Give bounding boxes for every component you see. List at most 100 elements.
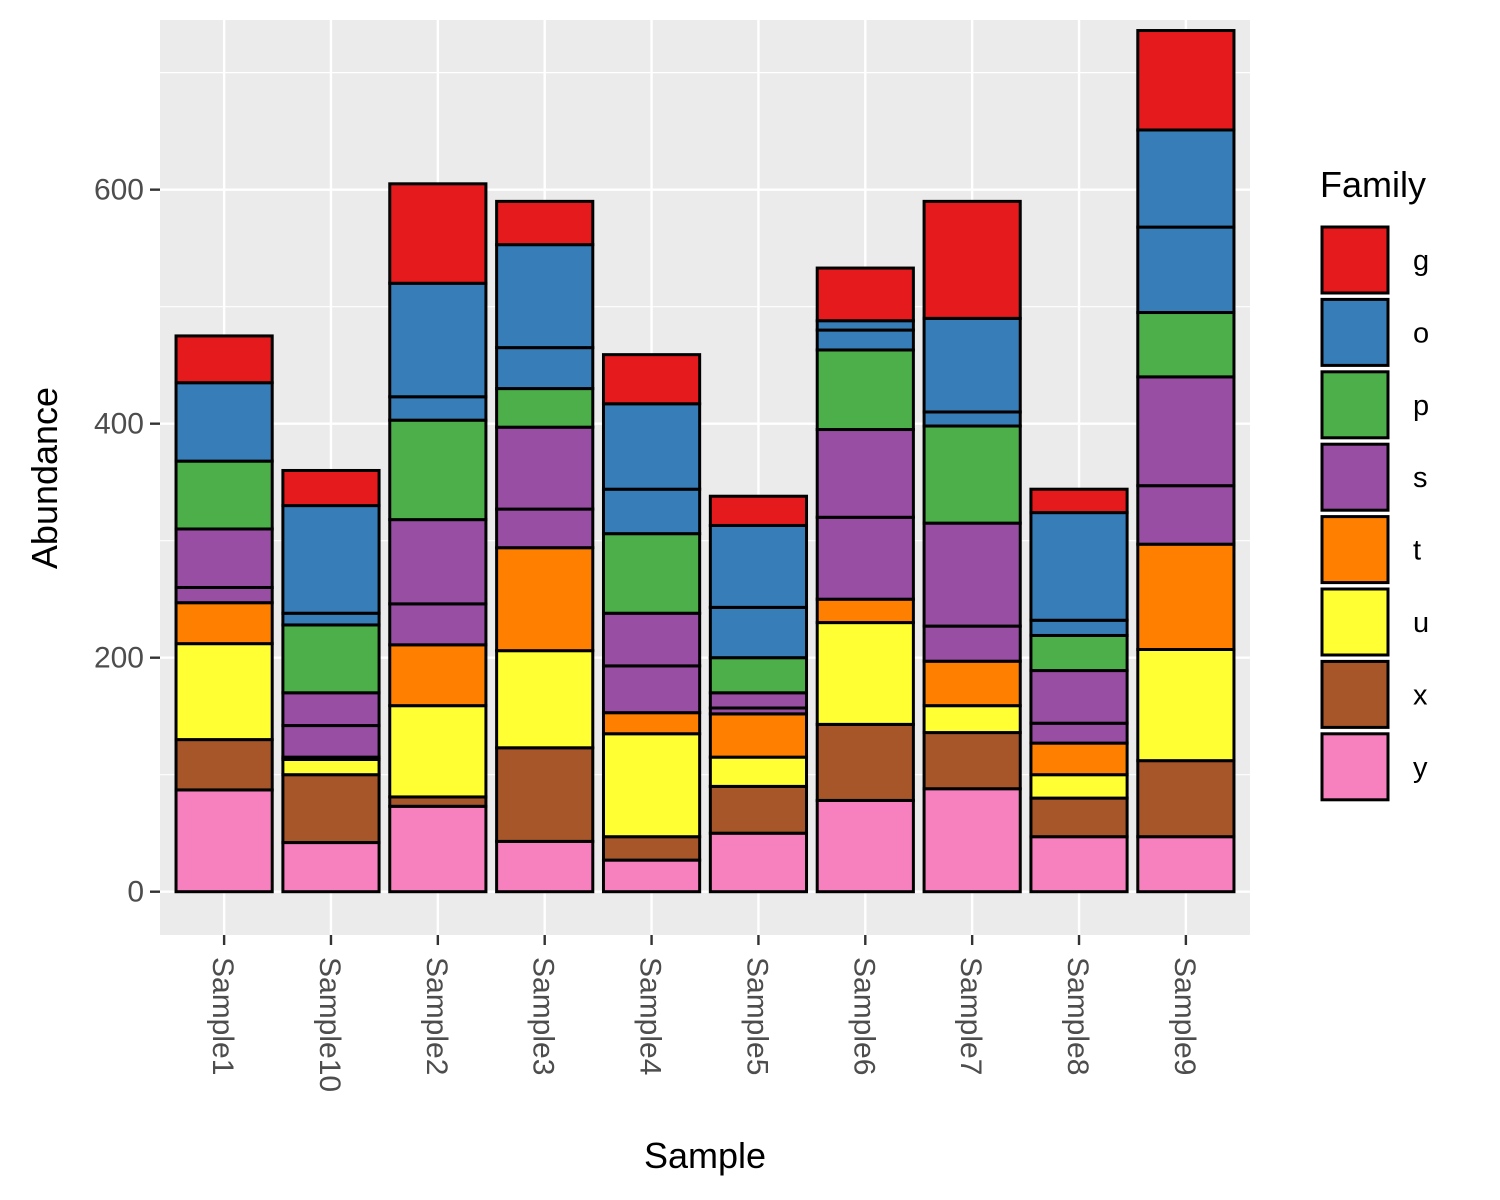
bar-segment-u-sample10	[281, 757, 381, 777]
y-tick-label: 200	[94, 642, 144, 675]
bar-segment-o-sample2	[388, 281, 488, 399]
bar-segment-u-sample6	[815, 621, 915, 726]
bar-segment-y-sample3	[495, 839, 595, 894]
bar-segment-s-sample8	[1029, 721, 1129, 745]
bar-segment-u-sample3	[495, 649, 595, 750]
bar-segment-y-sample2	[388, 804, 488, 894]
x-tick-label: Sample2	[420, 957, 453, 1075]
bar-segment-g-sample3	[495, 199, 595, 247]
bar-segment-t-sample1	[174, 601, 274, 646]
y-tick-label: 0	[127, 876, 144, 909]
bar-segment-t-sample7	[922, 659, 1022, 708]
bar-segment-g-sample5	[708, 494, 809, 527]
bar-segment-x-sample9	[1136, 759, 1236, 839]
y-tick-label: 600	[94, 174, 144, 207]
bar-segment-g-sample4	[601, 353, 702, 406]
bar-segment-p-sample10	[281, 623, 381, 695]
bar-segment-s-sample4	[601, 664, 702, 715]
bar-segment-s-sample1	[174, 585, 274, 605]
bar-segment-o-sample5	[708, 605, 809, 660]
bar-segment-p-sample4	[601, 532, 702, 615]
bar-segment-u-sample8	[1029, 773, 1129, 800]
bar-segment-y-sample1	[174, 788, 274, 894]
y-axis: 0 200 400 600	[94, 174, 160, 909]
legend-title: Family	[1320, 164, 1426, 205]
x-tick-label: Sample5	[740, 957, 773, 1075]
bar-segment-p-sample8	[1029, 633, 1129, 673]
bar-segment-t-sample6	[815, 597, 915, 625]
bar-segment-s-sample3	[495, 507, 595, 550]
legend-key-u	[1320, 587, 1390, 657]
bar-segment-s-sample6	[815, 428, 915, 519]
bar-segment-t-sample3	[495, 546, 595, 653]
bar-segment-s-sample4	[601, 611, 702, 668]
x-tick-label: Sample7	[954, 957, 987, 1075]
bar-segment-p-sample5	[708, 656, 809, 695]
bar-segment-y-sample10	[281, 841, 381, 894]
bar-segment-s-sample2	[388, 602, 488, 647]
legend-key-g	[1320, 225, 1390, 295]
legend-label-x: x	[1413, 679, 1428, 711]
legend-label-u: u	[1413, 607, 1429, 639]
bar-segment-s-sample10	[281, 691, 381, 728]
bar-segment-g-sample10	[281, 468, 381, 508]
bar-segment-p-sample1	[174, 459, 274, 531]
bar-segment-s-sample1	[174, 527, 274, 589]
bar-segment-u-sample5	[708, 755, 809, 788]
bar-segment-o-sample9	[1136, 225, 1236, 315]
y-axis-title: Abundance	[24, 387, 65, 569]
bar-segment-s-sample9	[1136, 484, 1236, 546]
bar-segment-x-sample4	[601, 835, 702, 862]
bar-segment-o-sample9	[1136, 128, 1236, 229]
bar-segment-o-sample10	[281, 504, 381, 615]
legend-label-y: y	[1413, 752, 1428, 784]
bar-segment-g-sample1	[174, 334, 274, 385]
bar-segment-x-sample1	[174, 738, 274, 792]
bar-segment-s-sample2	[388, 518, 488, 606]
bar-segment-y-sample5	[708, 831, 809, 894]
bar-segment-o-sample10	[281, 611, 381, 627]
bar-segment-g-sample8	[1029, 487, 1129, 515]
bar-segment-x-sample10	[281, 773, 381, 845]
bar-segment-o-sample5	[708, 523, 809, 609]
legend-key-s	[1320, 442, 1390, 512]
bar-segment-x-sample5	[708, 784, 809, 835]
bar-segment-y-sample9	[1136, 835, 1236, 894]
bar-segment-t-sample5	[708, 712, 809, 759]
legend-label-g: g	[1413, 245, 1429, 277]
bar-segment-s-sample7	[922, 624, 1022, 663]
bar-segment-t-sample2	[388, 643, 488, 708]
bar-segment-s-sample6	[815, 515, 915, 601]
bar-segment-s-sample10	[281, 724, 381, 759]
legend: Family g o p s t u x y	[1320, 164, 1429, 802]
bar-segment-s-sample5	[708, 691, 809, 710]
x-tick-label: Sample10	[313, 957, 346, 1092]
bar-segment-g-sample7	[922, 199, 1022, 320]
bar-segment-y-sample4	[601, 858, 702, 894]
bar-segment-u-sample4	[601, 732, 702, 839]
x-tick-label: Sample1	[206, 957, 239, 1075]
bar-segment-x-sample7	[922, 731, 1022, 791]
legend-label-s: s	[1413, 462, 1428, 494]
legend-key-t	[1320, 515, 1390, 585]
x-tick-label: Sample4	[634, 957, 667, 1075]
legend-key-x	[1320, 659, 1390, 729]
bar-segment-t-sample8	[1029, 741, 1129, 777]
legend-key-y	[1320, 732, 1390, 802]
bar-segment-u-sample9	[1136, 648, 1236, 763]
bar-segment-s-sample9	[1136, 375, 1236, 488]
bar-segment-o-sample3	[495, 346, 595, 391]
bar-segment-o-sample4	[601, 402, 702, 491]
bar-segment-y-sample7	[922, 787, 1022, 894]
bar-segment-o-sample7	[922, 316, 1022, 414]
legend-label-o: o	[1413, 317, 1429, 349]
bar-segment-u-sample2	[388, 704, 488, 799]
bar-segment-o-sample8	[1029, 618, 1129, 637]
bar-segment-o-sample1	[174, 381, 274, 463]
x-tick-label: Sample8	[1061, 957, 1094, 1075]
bar-segment-x-sample8	[1029, 796, 1129, 839]
bar-segment-t-sample9	[1136, 542, 1236, 652]
bar-segment-p-sample6	[815, 348, 915, 432]
